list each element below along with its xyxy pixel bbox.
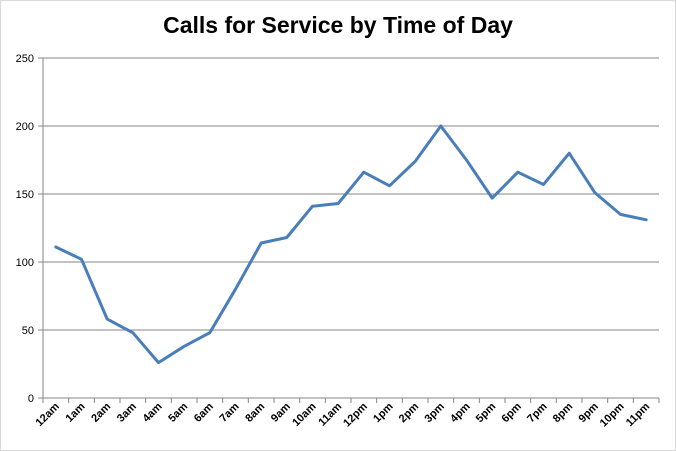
y-tick-label: 50 <box>22 325 34 337</box>
x-tick-label: 10am <box>290 400 319 429</box>
x-tick-label: 4am <box>141 400 165 424</box>
x-tick-label: 11pm <box>624 400 653 429</box>
x-tick-label: 7am <box>218 400 242 424</box>
plot-area <box>54 124 648 365</box>
x-tick-label: 5pm <box>474 400 499 425</box>
x-axis: 12am 1am 2am 3am 4am 5am 6am 7am 8am 9am10am11am1… <box>34 397 660 429</box>
x-tick-label: 3am <box>115 400 139 424</box>
x-tick-label: 1pm <box>371 400 396 425</box>
x-tick-label: 6pm <box>499 400 524 425</box>
y-tick-label: 100 <box>16 257 34 269</box>
gridlines <box>43 57 659 331</box>
series-line <box>54 124 648 365</box>
x-tick-label: 12pm <box>341 400 370 429</box>
x-tick-label: 5am <box>166 400 190 424</box>
x-tick-label: 7pm <box>525 400 550 425</box>
x-tick-label: 1am <box>64 400 88 424</box>
x-tick-label: 6am <box>192 400 216 424</box>
x-tick-label: 8pm <box>551 400 576 425</box>
y-axis: 0 50 100 150 200 250 <box>16 53 44 405</box>
y-tick-label: 0 <box>28 393 34 405</box>
x-tick-label: 2am <box>89 400 113 424</box>
chart-title: Calls for Service by Time of Day <box>163 12 513 38</box>
x-tick-label: 3pm <box>422 400 447 425</box>
x-tick-label: 8am <box>243 400 267 424</box>
y-tick-label: 200 <box>16 121 34 133</box>
x-tick-label: 10pm <box>598 400 627 429</box>
y-tick-label: 250 <box>16 53 34 65</box>
x-tick-label: 2pm <box>397 400 422 425</box>
x-tick-label: 4pm <box>448 400 473 425</box>
x-tick-label: 11am <box>316 400 344 428</box>
x-tick-label: 12am <box>34 400 63 429</box>
y-tick-label: 150 <box>16 189 34 201</box>
